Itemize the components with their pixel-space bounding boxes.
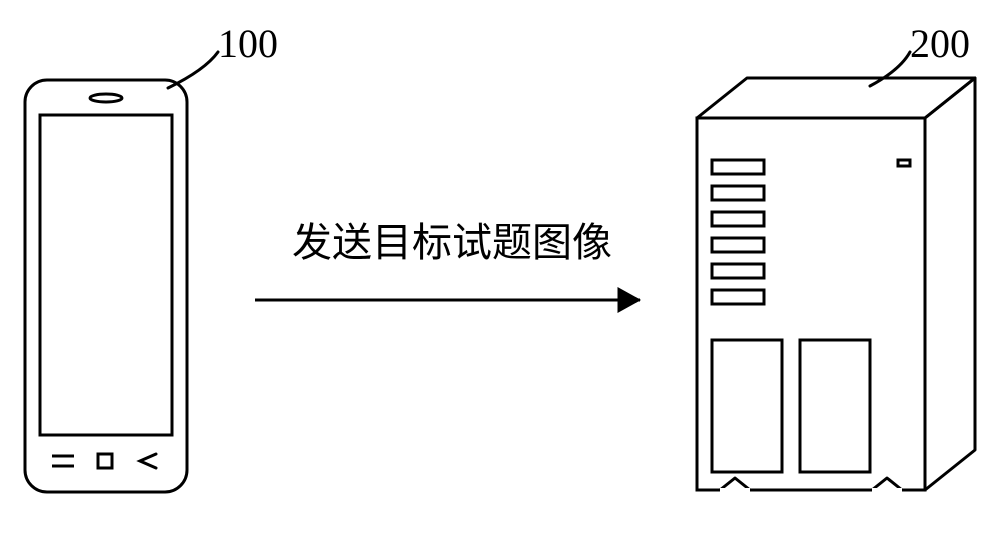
diagram-canvas: 100 200 发送目标试题图像 — [0, 0, 1000, 539]
diagram-svg — [0, 0, 1000, 539]
server-label: 200 — [910, 20, 970, 67]
arrow-label: 发送目标试题图像 — [292, 210, 612, 268]
phone-label: 100 — [218, 20, 278, 67]
